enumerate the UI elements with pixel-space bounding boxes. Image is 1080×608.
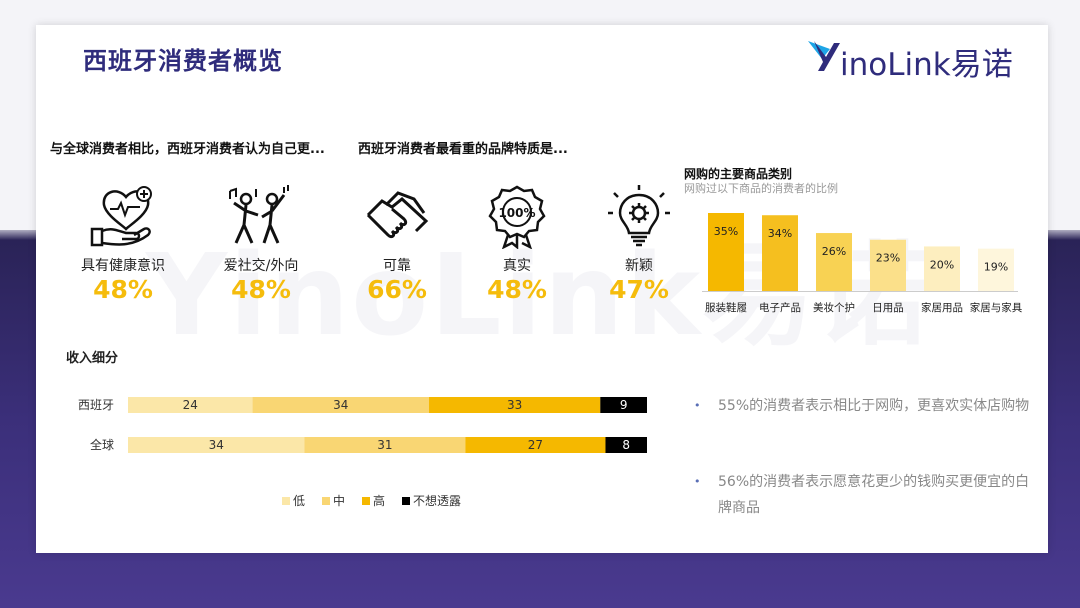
bar-value-label: 20%	[930, 258, 954, 271]
chart-title: 网购的主要商品类别	[684, 167, 793, 181]
stacked-segment	[128, 437, 305, 453]
page-title: 西班牙消费者概览	[83, 47, 283, 75]
stacked-segment	[605, 437, 647, 453]
trait-label: 新颖	[625, 258, 653, 274]
trait-label: 可靠	[383, 258, 411, 274]
slide: YinoLink易诺 西班牙消费者概览 inoLink易诺 与全球消费者相比，西…	[36, 25, 1048, 553]
traits-heading: 与全球消费者相比，西班牙消费者认为自己更...	[50, 142, 325, 157]
bar-value-label: 19%	[984, 261, 1008, 274]
bullet-dot-icon: •	[694, 475, 701, 488]
income-title: 收入细分	[66, 351, 119, 366]
segment-value-label: 34	[333, 398, 348, 412]
segment-value-label: 27	[528, 438, 543, 452]
brand-heading: 西班牙消费者最看重的品牌特质是...	[358, 142, 568, 157]
legend-label: 低	[293, 494, 305, 508]
bar	[978, 248, 1014, 291]
stacked-segment	[429, 397, 601, 413]
segment-value-label: 33	[507, 398, 522, 412]
bar-value-label: 34%	[768, 227, 792, 240]
bullet-text: 55%的消费者表示相比于网购，更喜欢实体店购物	[718, 398, 1030, 414]
legend-label: 不想透露	[413, 493, 461, 508]
trait-pct: 48%	[231, 275, 291, 304]
bullet-text: 56%的消费者表示愿意花更少的钱购买更便宜的白牌商品	[718, 474, 1030, 516]
logo-text: inoLink易诺	[840, 47, 1013, 83]
bar	[870, 239, 906, 291]
category-label: 日用品	[872, 302, 904, 314]
legend-swatch	[322, 497, 330, 505]
trait-pct: 48%	[93, 275, 153, 304]
category-chart-svg: 35% 服装鞋履 34% 电子产品 26% 美妆个护 23% 日用品 20% 家居用品 19% 家居与…	[702, 213, 1023, 314]
bullet-item: • 56%的消费者表示愿意花更少的钱购买更便宜的白牌商品	[694, 469, 1034, 521]
bullet-dot-icon: •	[694, 399, 701, 412]
bar	[708, 213, 744, 291]
category-label: 家居与家具	[970, 301, 1023, 314]
logo-y-icon	[808, 41, 840, 71]
legend-swatch	[402, 497, 410, 505]
heart-hand-icon	[90, 186, 152, 247]
segment-value-label: 31	[377, 438, 392, 452]
category-label: 家居用品	[921, 301, 963, 314]
stacked-segment	[128, 397, 253, 413]
trait-pct: 66%	[367, 275, 427, 304]
chart-subtitle: 网购过以下商品的消费者的比例	[684, 182, 838, 195]
trait-social: 爱社交/外向 48%	[206, 185, 316, 304]
row-label: 全球	[90, 437, 114, 452]
legend-label: 高	[373, 493, 385, 508]
category-label: 服装鞋履	[705, 301, 747, 314]
badge-100-icon: 100%	[488, 185, 546, 249]
trait-pct: 47%	[609, 275, 669, 304]
segment-value-label: 8	[622, 438, 630, 452]
bar-value-label: 23%	[876, 252, 900, 265]
stacked-segment	[600, 397, 647, 413]
legend-label: 中	[333, 493, 345, 508]
category-chart: 网购的主要商品类别 网购过以下商品的消费者的比例 35% 服装鞋履 34% 电子产品 2…	[684, 165, 1024, 325]
trait-health: 具有健康意识 48%	[68, 185, 178, 304]
lightbulb-gear-icon	[608, 185, 670, 247]
trait-label: 爱社交/外向	[223, 258, 299, 274]
legend-swatch	[282, 497, 290, 505]
bar	[816, 233, 852, 291]
bar	[924, 246, 960, 291]
income-chart-svg: 西班牙 24 34 33 9 全球 34 31 27 8 低 中 高 不想透露	[78, 397, 647, 508]
dancing-people-icon	[229, 185, 289, 244]
stacked-segment	[252, 397, 430, 413]
logo: inoLink易诺	[806, 37, 1016, 83]
bar	[762, 215, 798, 291]
bar-value-label: 26%	[822, 245, 846, 258]
stacked-segment	[465, 437, 606, 453]
segment-value-label: 9	[620, 398, 628, 412]
svg-text:100%: 100%	[498, 206, 535, 220]
handshake-icon	[366, 191, 429, 239]
row-label: 西班牙	[78, 398, 114, 412]
segment-value-label: 24	[183, 398, 198, 412]
trait-authentic: 100% 真实 48%	[462, 185, 572, 304]
segment-value-label: 34	[209, 438, 224, 452]
legend-swatch	[362, 497, 370, 505]
bar-value-label: 35%	[714, 225, 738, 238]
stacked-segment	[304, 437, 466, 453]
trait-reliable: 可靠 66%	[342, 185, 452, 304]
trait-novel: 新颖 47%	[584, 185, 694, 304]
bullet-item: • 55%的消费者表示相比于网购，更喜欢实体店购物	[694, 393, 1034, 419]
trait-label: 具有健康意识	[81, 258, 165, 274]
trait-label: 真实	[503, 258, 531, 274]
trait-pct: 48%	[487, 275, 547, 304]
category-label: 美妆个护	[813, 301, 855, 314]
category-label: 电子产品	[759, 301, 801, 314]
